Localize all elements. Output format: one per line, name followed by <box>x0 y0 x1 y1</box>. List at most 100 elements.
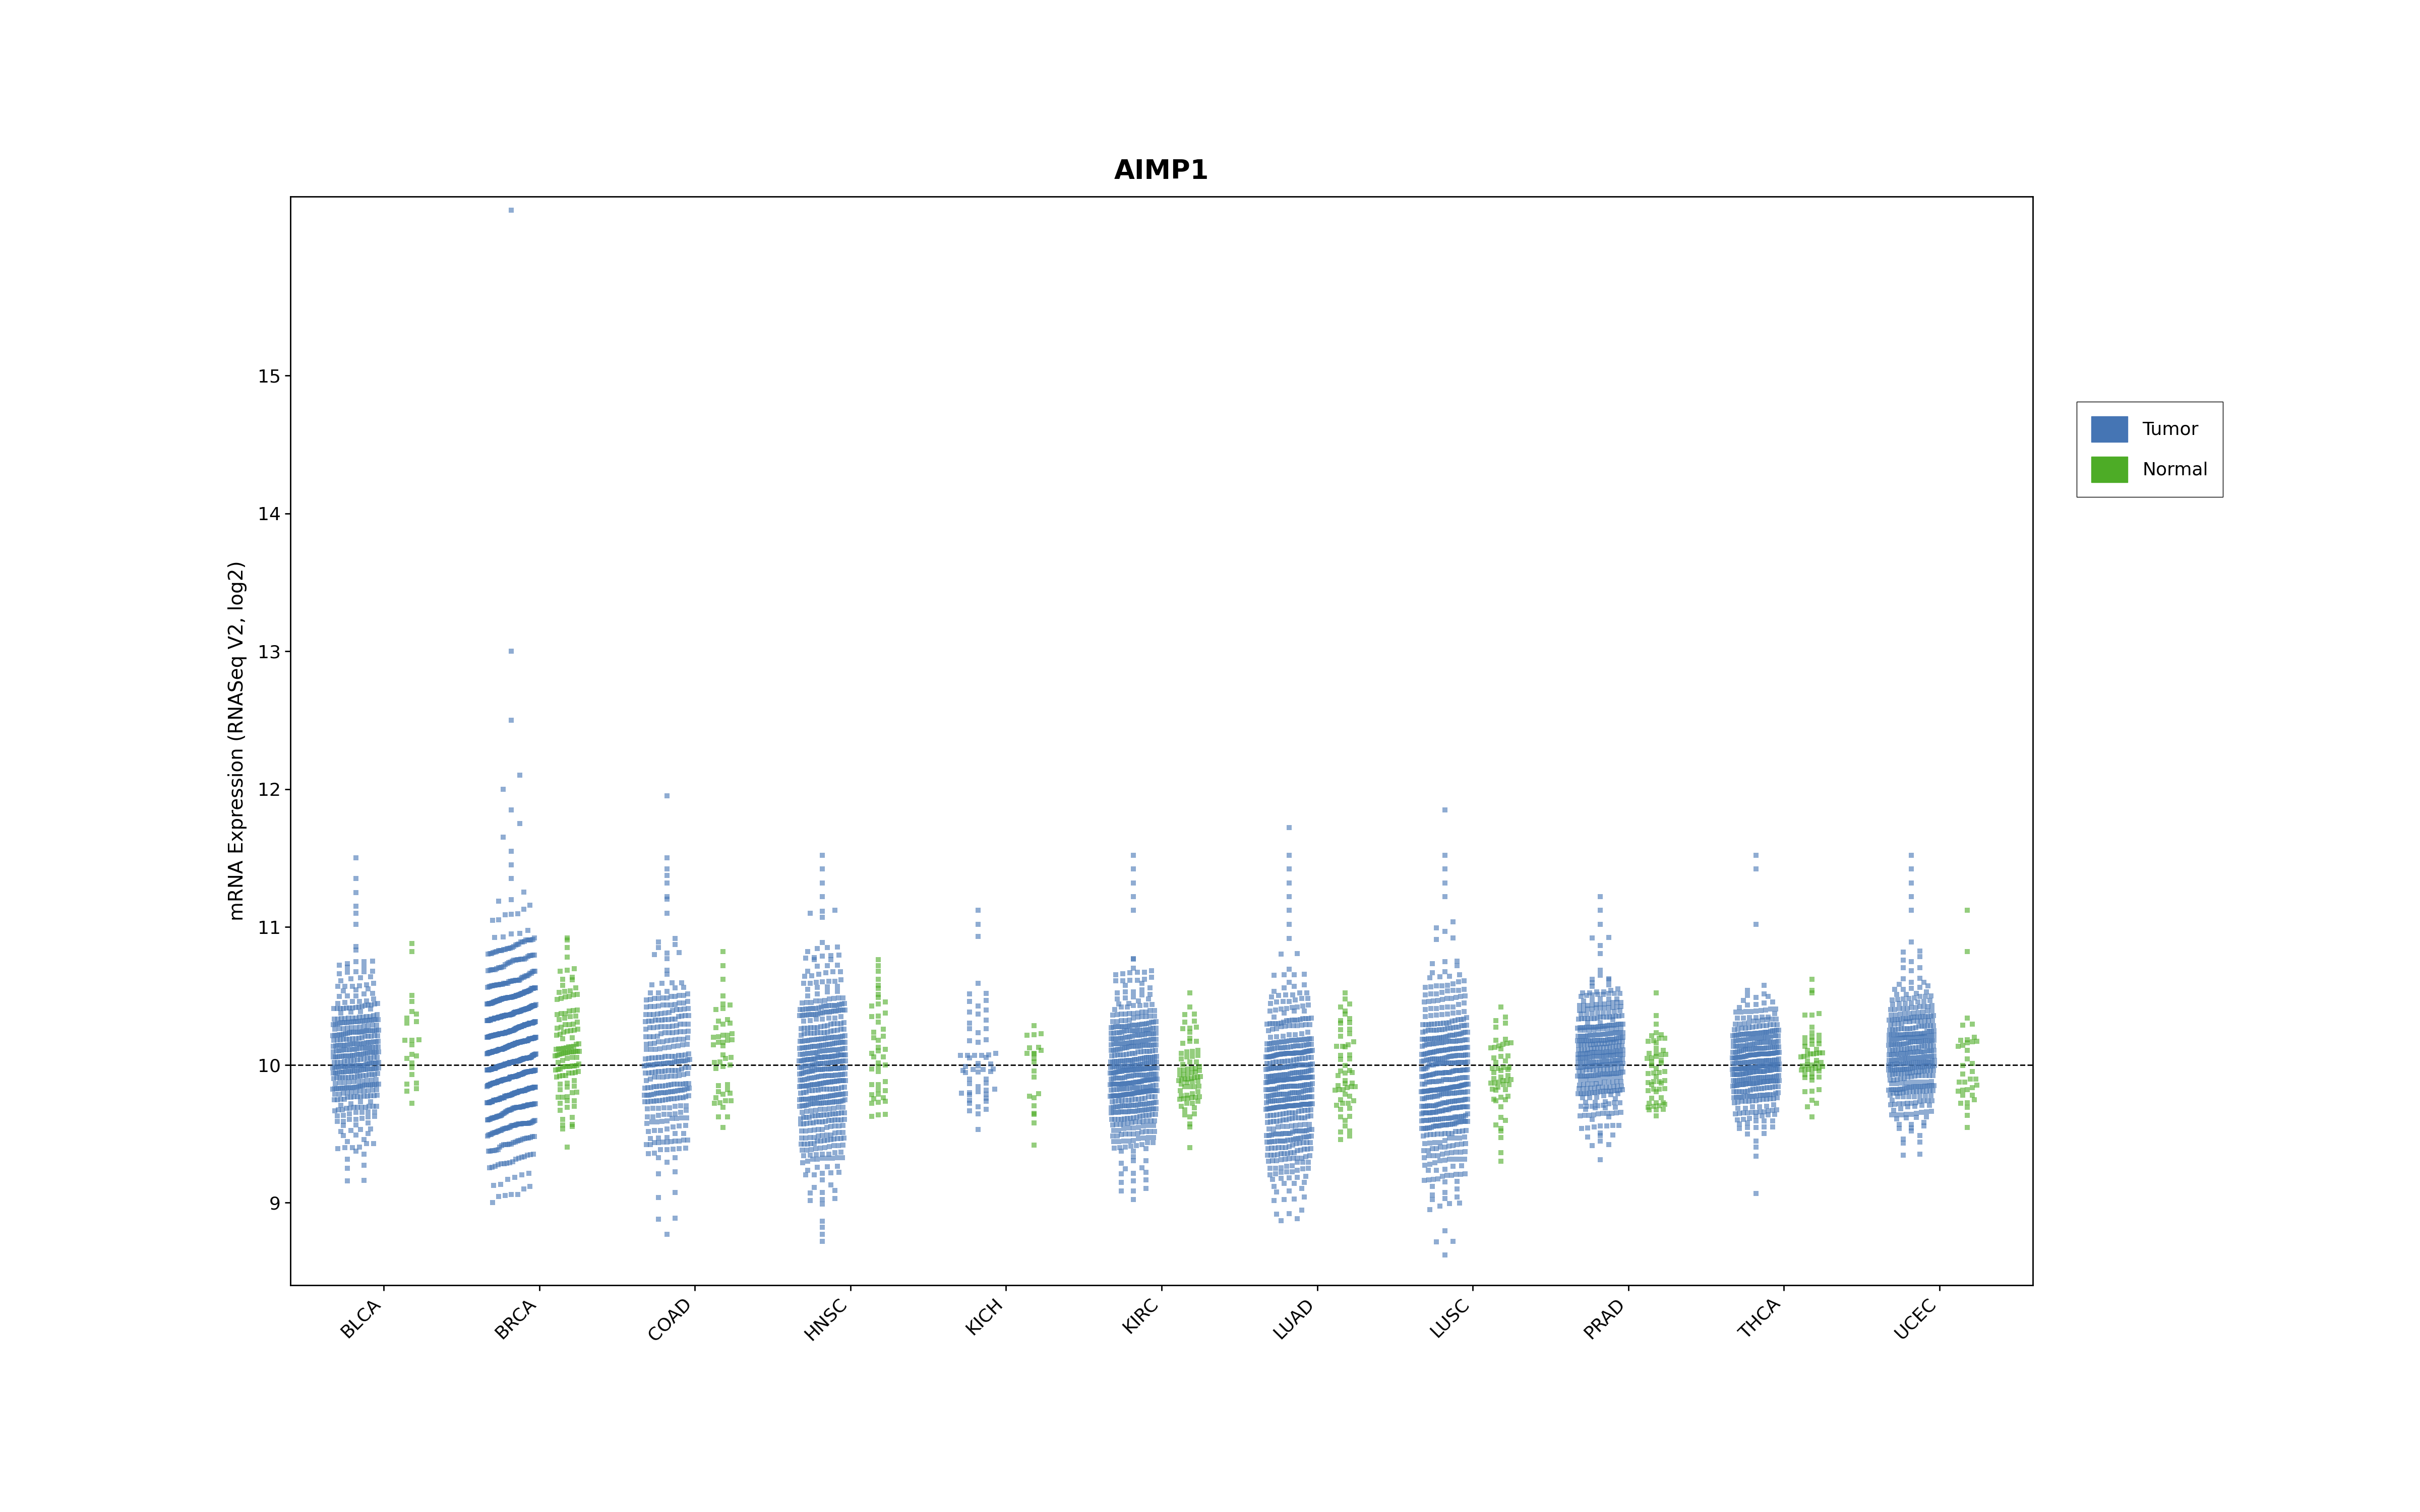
Point <box>1280 1040 1319 1064</box>
Point <box>1428 1024 1467 1048</box>
Point <box>1563 1007 1602 1031</box>
Point <box>1447 1131 1486 1155</box>
Point <box>1113 898 1152 922</box>
Point <box>1914 1043 1953 1067</box>
Point <box>484 1132 523 1157</box>
Point <box>1897 1075 1936 1099</box>
Point <box>344 1069 382 1093</box>
Point <box>1176 1030 1215 1054</box>
Point <box>1738 857 1776 881</box>
Point <box>1263 1122 1302 1146</box>
Point <box>641 1089 680 1113</box>
Point <box>1135 1022 1174 1046</box>
Point <box>1890 1001 1929 1025</box>
Point <box>1568 983 1607 1007</box>
Point <box>346 1036 385 1060</box>
Point <box>649 857 687 881</box>
Point <box>1880 1113 1919 1137</box>
Point <box>1014 1111 1053 1136</box>
Point <box>789 1054 828 1078</box>
Point <box>1433 986 1471 1010</box>
Point <box>1742 1005 1781 1030</box>
Point <box>820 1025 859 1049</box>
Point <box>636 1110 675 1134</box>
Point <box>1728 1033 1767 1057</box>
Point <box>1745 1099 1784 1123</box>
Point <box>494 1033 532 1057</box>
Point <box>1162 1072 1200 1096</box>
Point <box>1571 1086 1609 1110</box>
Point <box>1561 1018 1600 1042</box>
Point <box>651 993 690 1018</box>
Point <box>339 989 378 1013</box>
Point <box>786 1111 825 1136</box>
Point <box>496 1016 535 1040</box>
Point <box>1897 1005 1936 1030</box>
Point <box>467 1090 506 1114</box>
Point <box>1116 1034 1154 1058</box>
Point <box>968 1083 1007 1107</box>
Point <box>515 1043 554 1067</box>
Point <box>472 1024 511 1048</box>
Point <box>484 1101 523 1125</box>
Point <box>1786 1080 1825 1104</box>
Point <box>1404 1049 1442 1074</box>
Point <box>1578 1093 1617 1117</box>
Point <box>513 1125 552 1149</box>
Point <box>1735 1031 1774 1055</box>
Point <box>358 1072 397 1096</box>
Point <box>1561 993 1600 1018</box>
Point <box>656 1207 695 1231</box>
Point <box>1583 1093 1621 1117</box>
Point <box>823 1049 862 1074</box>
Point <box>859 986 898 1010</box>
Point <box>1733 1072 1771 1096</box>
Point <box>1735 1072 1774 1096</box>
Point <box>1757 1057 1796 1081</box>
Point <box>789 977 828 1001</box>
Point <box>1721 1045 1759 1069</box>
Point <box>1128 1131 1166 1155</box>
Point <box>1888 1070 1926 1095</box>
Point <box>469 992 508 1016</box>
Point <box>1120 1092 1159 1116</box>
Point <box>1106 1072 1145 1096</box>
Point <box>501 966 540 990</box>
Point <box>1888 1025 1926 1049</box>
Point <box>1266 1055 1304 1080</box>
Point <box>1723 1045 1762 1069</box>
Point <box>1735 1043 1774 1067</box>
Point <box>332 1075 370 1099</box>
Point <box>1435 1030 1474 1054</box>
Point <box>1716 1018 1754 1042</box>
Point <box>1261 942 1300 966</box>
Point <box>1742 1070 1781 1095</box>
Point <box>823 998 862 1022</box>
Point <box>1953 1083 1992 1107</box>
Point <box>799 1034 837 1058</box>
Point <box>1418 1031 1457 1055</box>
Point <box>818 980 857 1004</box>
Point <box>1566 1064 1604 1089</box>
Point <box>508 1046 547 1070</box>
Point <box>641 1119 680 1143</box>
Point <box>1583 1031 1621 1055</box>
Point <box>1261 1142 1300 1166</box>
Point <box>825 1036 864 1060</box>
Point <box>1573 1081 1612 1105</box>
Point <box>1905 1040 1943 1064</box>
Point <box>1725 1012 1764 1036</box>
Point <box>794 1052 832 1077</box>
Point <box>632 1083 670 1107</box>
Point <box>1636 1057 1675 1081</box>
Point <box>482 1136 520 1160</box>
Point <box>499 1128 537 1152</box>
Point <box>1268 1042 1307 1066</box>
Point <box>1718 1096 1757 1120</box>
Point <box>329 1021 368 1045</box>
Point <box>1912 998 1951 1022</box>
Point <box>506 996 544 1021</box>
Point <box>1588 1101 1626 1125</box>
Point <box>1326 1034 1365 1058</box>
Point <box>1411 1004 1450 1028</box>
